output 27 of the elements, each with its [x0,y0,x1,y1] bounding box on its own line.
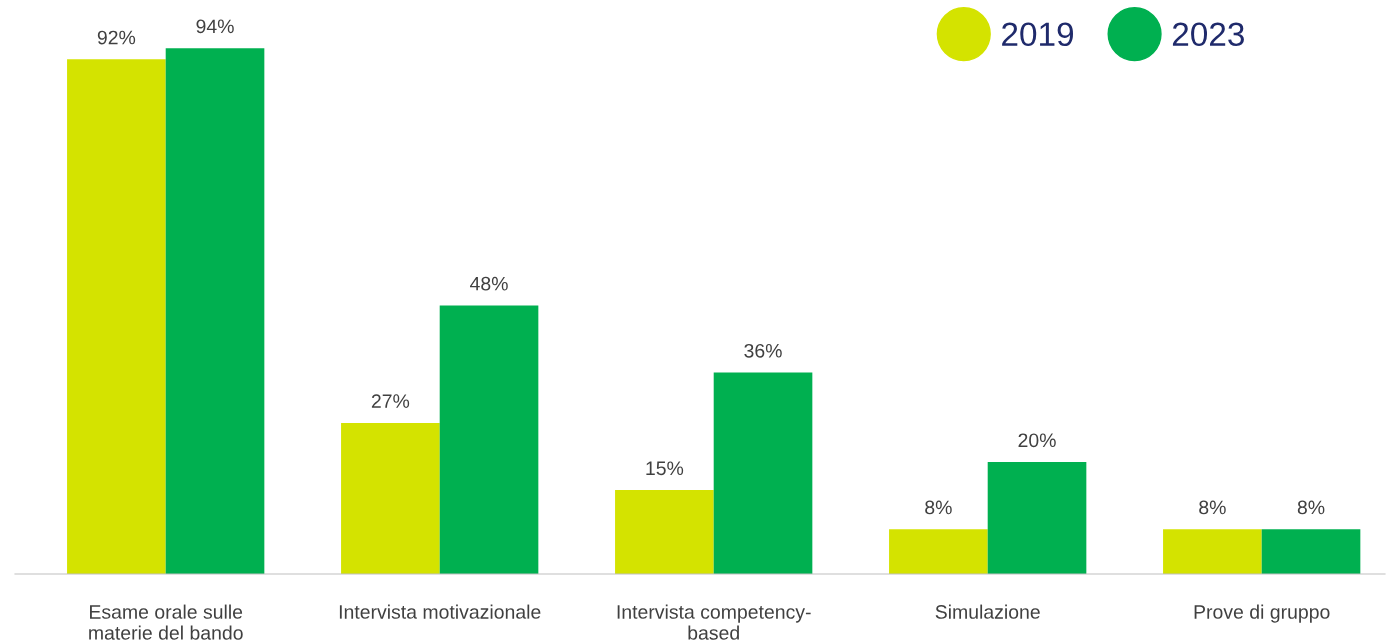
data-label: 8% [925,500,952,515]
bar [439,305,539,574]
bar [987,462,1087,574]
data-label: 15% [646,461,684,476]
legend-label: 2019 [1002,22,1074,47]
bar [1261,529,1361,574]
bar [615,490,714,574]
data-label: 92% [97,30,136,45]
x-tick-label: Simulazione [935,604,1040,619]
data-label: 8% [1199,500,1226,515]
x-tick-label: Esame orale sulle materie del bando [89,604,243,640]
data-label: 20% [1018,433,1056,448]
data-label: 27% [371,394,410,408]
x-tick-label: Intervista competency- based [617,604,811,640]
data-label: 36% [744,343,782,358]
data-label: 94% [196,19,234,34]
x-tick-label: Intervista motivazionale [339,604,541,619]
bar [1163,529,1262,574]
bar [67,59,166,574]
data-label: 48% [470,276,508,291]
data-label: 8% [1297,500,1325,515]
bar [713,372,813,574]
legend-label: 2023 [1172,22,1244,47]
bar [341,422,440,574]
bar [889,529,988,574]
bar [165,48,265,574]
x-tick-label: Prove di gruppo [1194,604,1330,623]
